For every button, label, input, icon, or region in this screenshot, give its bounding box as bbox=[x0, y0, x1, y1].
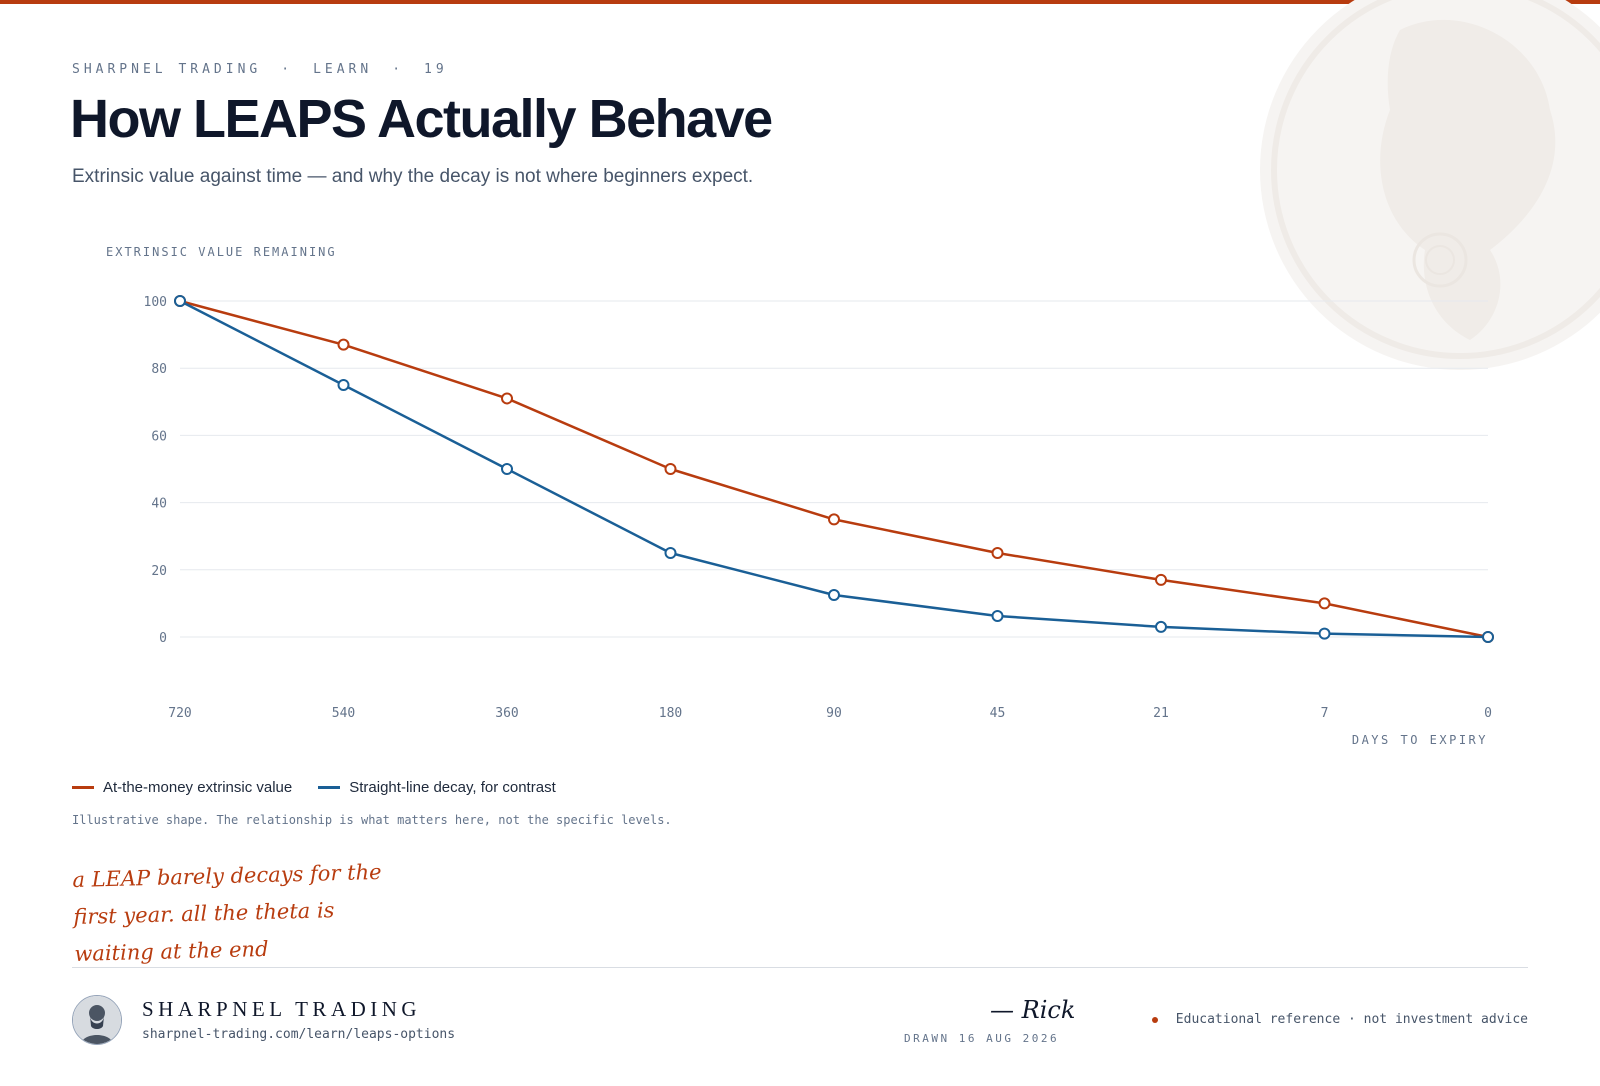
x-tick-label: 720 bbox=[168, 706, 191, 721]
data-point-1 bbox=[991, 610, 1004, 622]
top-accent-bar bbox=[0, 0, 1600, 4]
line-chart: EXTRINSIC VALUE REMAINING DAYS TO EXPIRY… bbox=[106, 245, 1494, 747]
data-point-0 bbox=[991, 547, 1004, 559]
chart-legend: At-the-money extrinsic value Straight-li… bbox=[72, 779, 556, 796]
x-tick-label: 360 bbox=[495, 706, 518, 721]
eyebrow-brand: SHARPNEL TRADING bbox=[72, 62, 262, 77]
legend-item-atm: At-the-money extrinsic value bbox=[72, 779, 292, 796]
x-tick-label: 180 bbox=[659, 706, 682, 721]
coin-watermark-icon bbox=[1260, 0, 1600, 370]
eyebrow: SHARPNEL TRADING · LEARN · 19 bbox=[72, 62, 448, 77]
x-tick-label: 540 bbox=[332, 706, 355, 721]
legend-label-straight-line: Straight-line decay, for contrast bbox=[349, 779, 556, 796]
footer-divider bbox=[72, 967, 1528, 968]
data-point-1 bbox=[501, 463, 513, 475]
annotation-line: waiting at the end bbox=[74, 936, 269, 966]
data-point-0 bbox=[501, 392, 513, 405]
x-axis-label: DAYS TO EXPIRY bbox=[1352, 733, 1488, 747]
chart-footnote: Illustrative shape. The relationship is … bbox=[72, 813, 672, 827]
bust-portrait-icon bbox=[73, 996, 121, 1044]
author-signature: — Rick bbox=[990, 996, 1076, 1024]
x-tick-label: 90 bbox=[826, 706, 842, 721]
y-tick-label: 60 bbox=[151, 429, 167, 444]
x-tick-label: 7 bbox=[1321, 706, 1329, 721]
footer-brand: SHARPNEL TRADING bbox=[142, 997, 422, 1021]
handwritten-annotation: a LEAP barely decays for the first year. … bbox=[72, 853, 405, 973]
data-point-1 bbox=[664, 547, 677, 559]
page-title: How LEAPS Actually Behave bbox=[70, 89, 773, 149]
data-point-0 bbox=[337, 338, 350, 351]
status-dot-icon bbox=[1151, 1016, 1158, 1023]
series-line-1 bbox=[179, 299, 1489, 639]
data-point-0 bbox=[828, 513, 840, 526]
eyebrow-separator: · bbox=[392, 62, 405, 77]
y-tick-label: 40 bbox=[151, 497, 167, 512]
series-line-0 bbox=[179, 299, 1489, 639]
drawn-date: DRAWN 16 AUG 2026 bbox=[904, 1032, 1060, 1045]
legend-label-atm: At-the-money extrinsic value bbox=[103, 779, 293, 796]
legend-item-straight-line: Straight-line decay, for contrast bbox=[318, 779, 556, 796]
x-tick-label: 21 bbox=[1153, 706, 1169, 721]
page-subtitle: Extrinsic value against time — and why t… bbox=[72, 166, 754, 187]
data-point-0 bbox=[664, 463, 677, 475]
annotation-line: first year. all the theta is bbox=[73, 898, 335, 929]
y-tick-label: 20 bbox=[151, 564, 167, 579]
y-axis-label: EXTRINSIC VALUE REMAINING bbox=[106, 245, 337, 259]
data-point-1 bbox=[174, 295, 186, 307]
disclaimer-text: Educational reference · not investment a… bbox=[1175, 1012, 1528, 1027]
footer-url[interactable]: sharpnel-trading.com/learn/leaps-options bbox=[142, 1027, 456, 1042]
legend-swatch-straight-line bbox=[318, 786, 341, 789]
y-tick-label: 100 bbox=[144, 295, 167, 310]
legend-swatch-atm bbox=[72, 786, 94, 789]
eyebrow-issue: 19 bbox=[424, 62, 448, 77]
data-point-1 bbox=[337, 379, 350, 391]
data-point-1 bbox=[1482, 631, 1494, 643]
data-point-1 bbox=[1318, 627, 1331, 640]
y-tick-label: 0 bbox=[159, 631, 167, 646]
data-point-1 bbox=[1155, 620, 1167, 633]
data-point-0 bbox=[1155, 573, 1167, 586]
x-tick-label: 0 bbox=[1484, 706, 1492, 721]
data-point-1 bbox=[828, 589, 840, 601]
disclaimer: Educational reference · not investment a… bbox=[1151, 1012, 1528, 1027]
avatar bbox=[72, 995, 122, 1045]
data-point-0 bbox=[1318, 597, 1331, 610]
y-tick-label: 80 bbox=[151, 362, 167, 377]
eyebrow-separator: · bbox=[281, 62, 294, 77]
eyebrow-section: LEARN bbox=[313, 62, 373, 77]
annotation-line: a LEAP barely decays for the bbox=[72, 859, 382, 892]
x-tick-label: 45 bbox=[990, 706, 1006, 721]
